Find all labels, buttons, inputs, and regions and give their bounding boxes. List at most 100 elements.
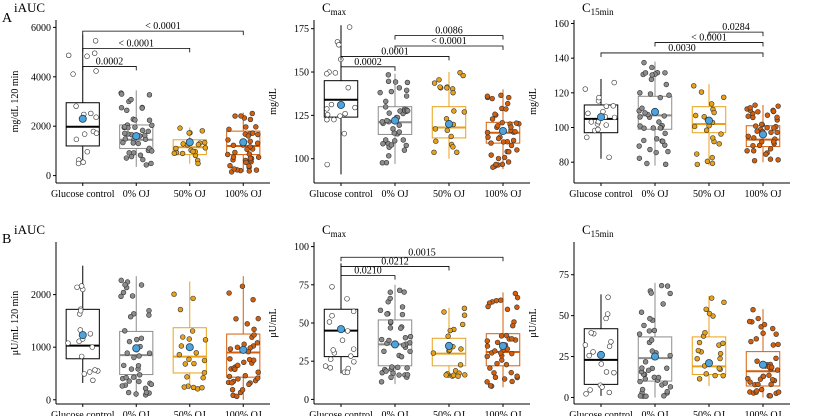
data-point [383, 368, 389, 374]
data-point [404, 372, 411, 378]
data-point [65, 340, 71, 346]
data-point [510, 322, 516, 329]
data-point [176, 351, 183, 358]
data-point [123, 155, 130, 161]
data-point [692, 112, 699, 119]
data-point [344, 328, 351, 334]
data-point [191, 360, 197, 367]
box-1 [65, 102, 100, 147]
data-point [636, 143, 642, 149]
significance-bracket [708, 31, 764, 37]
data-point [704, 158, 711, 164]
significance-bracket [340, 275, 396, 280]
data-point [646, 328, 653, 334]
data-point [606, 154, 612, 160]
p-value-label: 0.0086 [435, 26, 463, 37]
mean-marker [705, 359, 714, 368]
data-point [694, 161, 701, 168]
data-point [186, 130, 192, 136]
x-tick-label: Glucose control [309, 410, 373, 416]
data-point [177, 306, 184, 313]
data-point [346, 24, 353, 30]
data-point [750, 142, 756, 149]
x-tick-label: 100% OJ [485, 410, 522, 416]
x-tick-label: 0% OJ [123, 410, 150, 416]
data-point [500, 139, 507, 145]
y-tick-label: 120 [554, 88, 569, 99]
data-point [74, 284, 80, 290]
data-point [451, 108, 457, 114]
data-point [492, 111, 498, 117]
data-point [484, 93, 491, 99]
data-point [224, 151, 231, 158]
data-point [135, 362, 142, 369]
data-point [235, 376, 241, 382]
data-point [443, 372, 449, 378]
x-tick-label: 50% OJ [693, 410, 725, 416]
data-point [758, 386, 765, 393]
data-point [665, 148, 671, 155]
data-point [138, 335, 145, 341]
data-point [758, 121, 765, 128]
data-point [770, 325, 776, 332]
data-point [145, 128, 151, 135]
data-point [662, 130, 668, 137]
data-point [407, 333, 414, 340]
mean-marker [336, 325, 345, 334]
data-point [244, 321, 250, 327]
data-point [91, 50, 98, 56]
data-point [189, 328, 196, 334]
data-point [637, 378, 643, 385]
data-point [383, 98, 389, 105]
data-point [136, 372, 143, 378]
data-point [485, 303, 491, 310]
data-point [143, 389, 150, 396]
data-point [255, 131, 261, 138]
data-point [149, 122, 155, 129]
data-point [78, 283, 85, 289]
data-point [327, 365, 334, 371]
mean-marker [185, 138, 194, 147]
data-point [90, 377, 96, 384]
data-point [662, 161, 669, 168]
data-point [754, 388, 760, 394]
data-point [703, 127, 710, 133]
data-point [495, 155, 502, 162]
data-point [243, 124, 249, 130]
data-point [92, 367, 98, 373]
box-1 [323, 308, 359, 358]
data-point [118, 105, 125, 111]
data-point [603, 122, 609, 128]
data-point [753, 336, 759, 342]
data-point [146, 117, 153, 123]
panel-title: Cmax [322, 0, 347, 17]
significance-bracket [340, 66, 396, 71]
data-point [135, 140, 141, 147]
data-point [195, 160, 201, 167]
data-point [231, 166, 237, 172]
data-point [397, 108, 403, 114]
data-point [499, 357, 505, 363]
data-point [229, 380, 235, 386]
x-tick-label: Glucose control [569, 189, 633, 200]
y-tick-label: 4000 [31, 72, 51, 83]
data-point [721, 94, 727, 100]
panel-3: C15min mg/dL 80 100 120 140 160 Glucose control… [528, 0, 790, 200]
data-point [380, 141, 386, 147]
mean-marker [705, 116, 714, 125]
data-point [503, 361, 510, 368]
data-point [396, 129, 402, 135]
data-point [493, 297, 500, 304]
data-point [401, 147, 408, 153]
data-point [339, 337, 346, 343]
data-point [81, 131, 88, 137]
data-point [696, 376, 703, 382]
data-point [641, 322, 647, 329]
data-point [342, 111, 348, 117]
data-point [703, 371, 709, 377]
data-point [702, 330, 708, 336]
data-point [775, 389, 782, 395]
data-point [403, 93, 410, 99]
data-point [350, 346, 357, 352]
data-point [199, 385, 205, 391]
